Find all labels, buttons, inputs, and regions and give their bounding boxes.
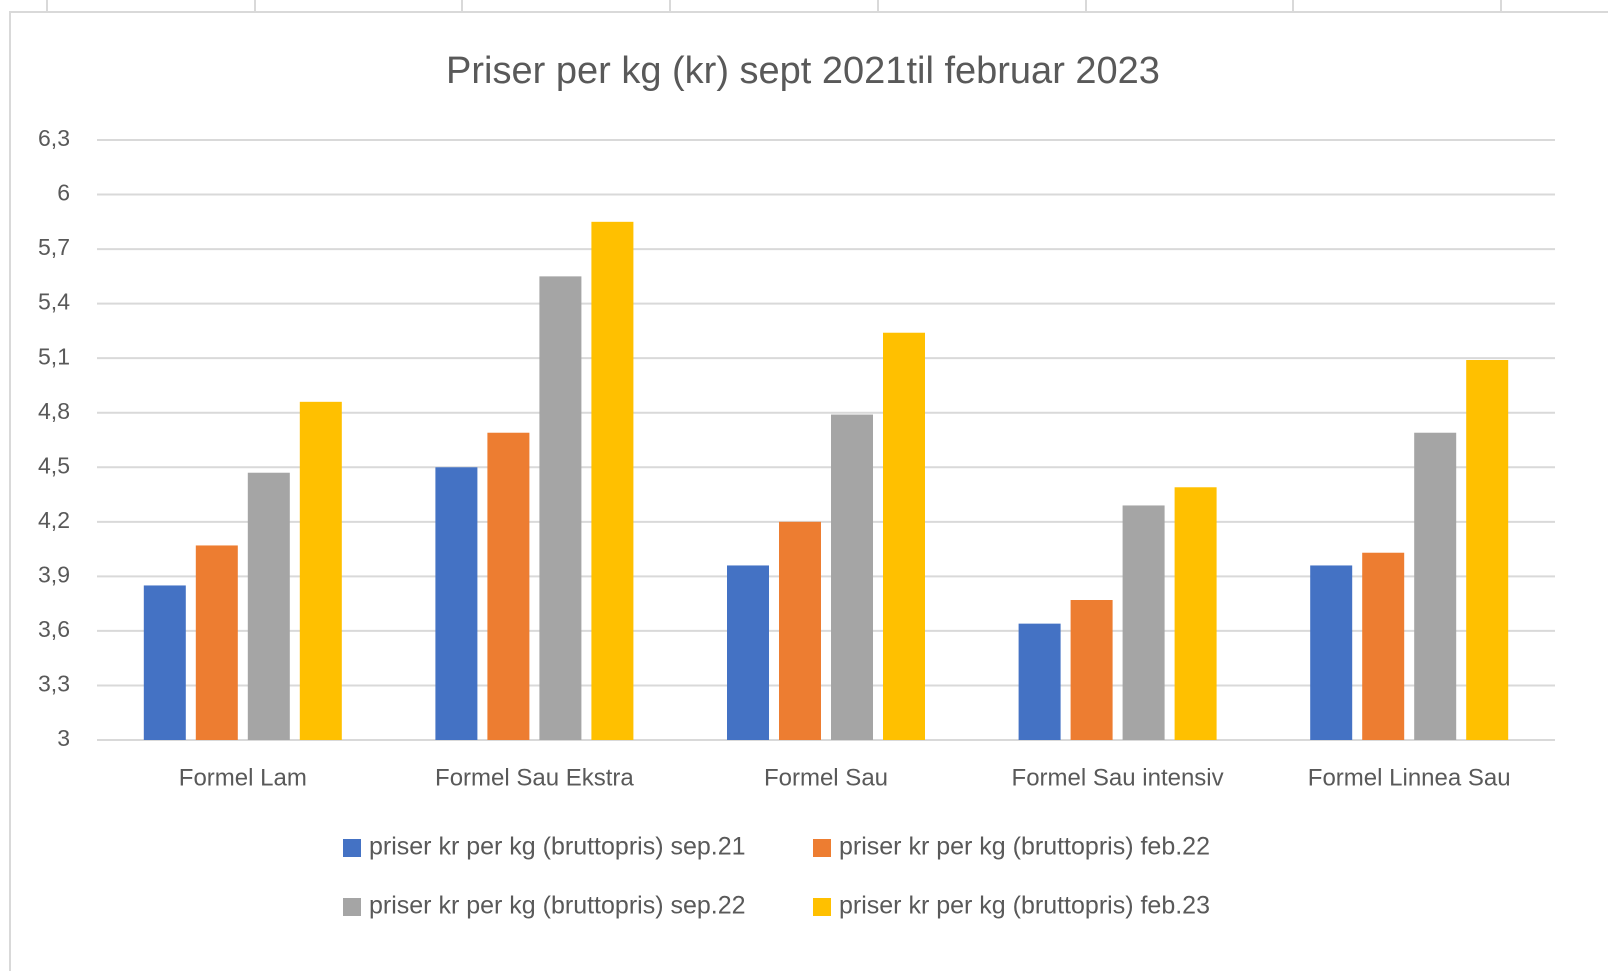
y-tick-label: 4,5 <box>38 452 70 478</box>
bar <box>1414 432 1457 740</box>
legend-swatch <box>343 839 361 857</box>
y-tick-label: 5,1 <box>38 343 70 369</box>
bar <box>1122 505 1165 740</box>
bar <box>1362 552 1405 740</box>
legend-swatch <box>343 898 361 916</box>
y-tick-label: 3,9 <box>38 561 70 587</box>
legend-label: priser kr per kg (bruttopris) feb.22 <box>839 833 1210 861</box>
legend-label: priser kr per kg (bruttopris) feb.23 <box>839 892 1210 920</box>
y-tick-label: 6 <box>57 180 70 206</box>
bar <box>1070 600 1113 740</box>
y-tick-label: 5,4 <box>38 289 70 315</box>
x-tick-label: Formel Sau Ekstra <box>435 764 634 791</box>
bar <box>591 221 634 740</box>
bar <box>247 472 290 740</box>
bar <box>831 414 873 740</box>
x-tick-label: Formel Linnea Sau <box>1308 764 1511 791</box>
bar <box>299 401 342 740</box>
legend-swatch <box>813 839 831 857</box>
frame-ticks <box>46 0 1502 12</box>
bar <box>1310 565 1353 740</box>
x-tick-label: Formel Sau intensiv <box>1012 764 1224 791</box>
y-tick-label: 3,6 <box>38 616 70 642</box>
y-tick-label: 6,3 <box>38 125 70 151</box>
bar <box>1466 360 1509 740</box>
bar <box>1174 487 1217 740</box>
bar <box>143 585 186 740</box>
x-tick-label: Formel Sau <box>764 764 888 791</box>
bar <box>487 432 530 740</box>
chart-title: Priser per kg (kr) sept 2021til februar … <box>446 50 1160 92</box>
y-tick-label: 4,8 <box>38 398 70 424</box>
bar <box>195 545 238 740</box>
legend-label: priser kr per kg (bruttopris) sep.22 <box>369 892 746 920</box>
bar <box>883 332 925 740</box>
bar <box>727 565 769 740</box>
bar <box>435 467 478 740</box>
y-tick-label: 4,2 <box>38 507 70 533</box>
legend-label: priser kr per kg (bruttopris) sep.21 <box>369 833 746 861</box>
y-tick-label: 3 <box>57 725 70 751</box>
bar <box>779 521 821 740</box>
bar <box>1018 623 1061 740</box>
y-tick-label: 5,7 <box>38 234 70 260</box>
bar <box>539 276 582 740</box>
legend-swatch <box>813 898 831 916</box>
x-tick-label: Formel Lam <box>179 764 307 791</box>
y-tick-label: 3,3 <box>38 671 70 697</box>
